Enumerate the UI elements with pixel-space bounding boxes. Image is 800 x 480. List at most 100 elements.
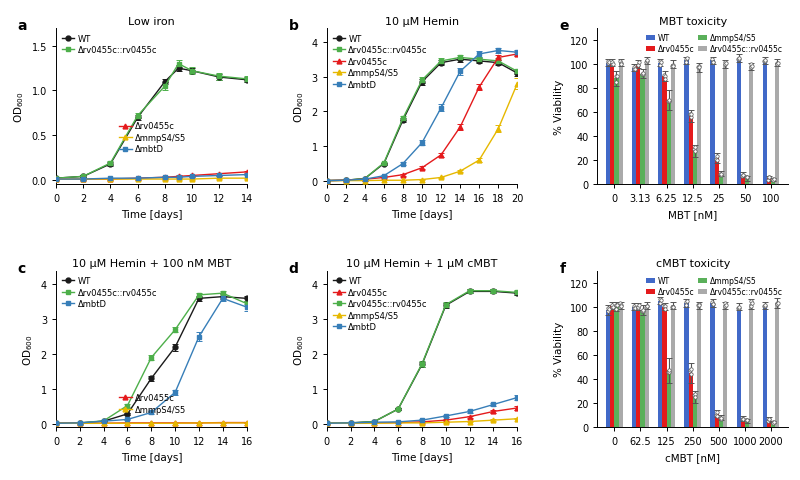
Title: 10 μM Hemin: 10 μM Hemin	[385, 17, 459, 26]
Legend: WT, Δrv0455c::rv0455c, Δrv0455c, ΔmmpS4/S5, ΔmbtD: WT, Δrv0455c::rv0455c, Δrv0455c, ΔmmpS4/…	[331, 33, 430, 91]
Point	[666, 303, 679, 311]
Point	[614, 60, 627, 67]
Point	[688, 144, 701, 152]
Y-axis label: % Viability: % Viability	[554, 322, 564, 377]
Y-axis label: OD$_{600}$: OD$_{600}$	[292, 91, 306, 123]
Bar	[749, 67, 754, 185]
Bar	[662, 77, 666, 185]
Point	[610, 72, 622, 80]
Point	[771, 61, 784, 69]
Bar	[614, 307, 618, 427]
Point	[719, 60, 732, 68]
Point	[628, 66, 641, 74]
Point	[688, 390, 701, 397]
Point	[718, 300, 731, 308]
Text: d: d	[289, 262, 298, 276]
Point	[680, 60, 693, 67]
Point	[627, 303, 640, 311]
Y-axis label: OD$_{600}$: OD$_{600}$	[12, 91, 26, 123]
Bar	[697, 69, 701, 185]
Point	[715, 415, 728, 422]
Point	[636, 72, 649, 79]
Bar	[636, 307, 641, 427]
Point	[766, 177, 779, 184]
Bar	[775, 303, 779, 427]
Point	[631, 304, 644, 312]
Bar	[745, 179, 749, 185]
Point	[706, 301, 719, 309]
Point	[610, 302, 623, 310]
Point	[633, 301, 646, 309]
Point	[763, 174, 776, 182]
Point	[737, 172, 750, 180]
Point	[667, 304, 680, 312]
Point	[679, 299, 692, 306]
Bar	[689, 373, 693, 427]
Point	[736, 172, 749, 180]
Bar	[636, 65, 641, 185]
Point	[766, 176, 779, 184]
Point	[771, 300, 784, 307]
Bar	[771, 180, 775, 185]
Point	[602, 304, 614, 312]
Bar	[614, 79, 618, 185]
Point	[693, 301, 706, 309]
Legend: Δrv0455c, ΔmmpS4/S5, ΔmbtD: Δrv0455c, ΔmmpS4/S5, ΔmbtD	[118, 120, 188, 156]
Point	[693, 64, 706, 72]
Bar	[632, 307, 636, 427]
Point	[679, 57, 692, 64]
Point	[733, 303, 746, 311]
Title: MBT toxicity: MBT toxicity	[658, 17, 727, 26]
Point	[692, 301, 705, 309]
Point	[640, 302, 653, 310]
Point	[662, 367, 675, 374]
Bar	[632, 69, 636, 185]
Point	[636, 308, 649, 315]
Bar	[714, 414, 718, 427]
Point	[732, 56, 745, 64]
Point	[641, 58, 654, 65]
Point	[758, 58, 770, 65]
Bar	[714, 158, 718, 185]
X-axis label: MBT [nM]: MBT [nM]	[668, 210, 718, 219]
Point	[710, 411, 722, 419]
Bar	[658, 301, 662, 427]
Point	[685, 366, 698, 373]
Point	[767, 176, 780, 184]
Point	[681, 298, 694, 305]
Point	[654, 58, 666, 66]
Bar	[697, 306, 701, 427]
Point	[710, 157, 723, 165]
Bar	[741, 419, 745, 427]
Point	[658, 305, 671, 313]
Point	[718, 302, 731, 310]
Point	[666, 63, 678, 71]
Bar	[749, 305, 754, 427]
Bar	[767, 420, 771, 427]
Point	[614, 58, 626, 65]
Point	[714, 171, 727, 179]
Point	[641, 302, 654, 310]
Point	[632, 304, 645, 312]
Point	[718, 59, 731, 67]
Point	[714, 170, 726, 178]
Point	[658, 72, 670, 80]
Point	[654, 62, 666, 70]
Point	[602, 58, 614, 66]
X-axis label: Time [days]: Time [days]	[121, 210, 182, 219]
Point	[614, 61, 627, 69]
Point	[606, 301, 618, 309]
Point	[710, 156, 722, 164]
Point	[610, 305, 623, 313]
Bar	[723, 306, 727, 427]
Point	[762, 174, 775, 182]
Bar	[693, 151, 697, 185]
Bar	[645, 61, 649, 185]
Bar	[645, 306, 649, 427]
Point	[654, 297, 667, 304]
Point	[602, 305, 615, 313]
Point	[693, 62, 706, 70]
Point	[719, 301, 732, 309]
Point	[614, 302, 627, 310]
Y-axis label: OD$_{600}$: OD$_{600}$	[22, 333, 35, 365]
